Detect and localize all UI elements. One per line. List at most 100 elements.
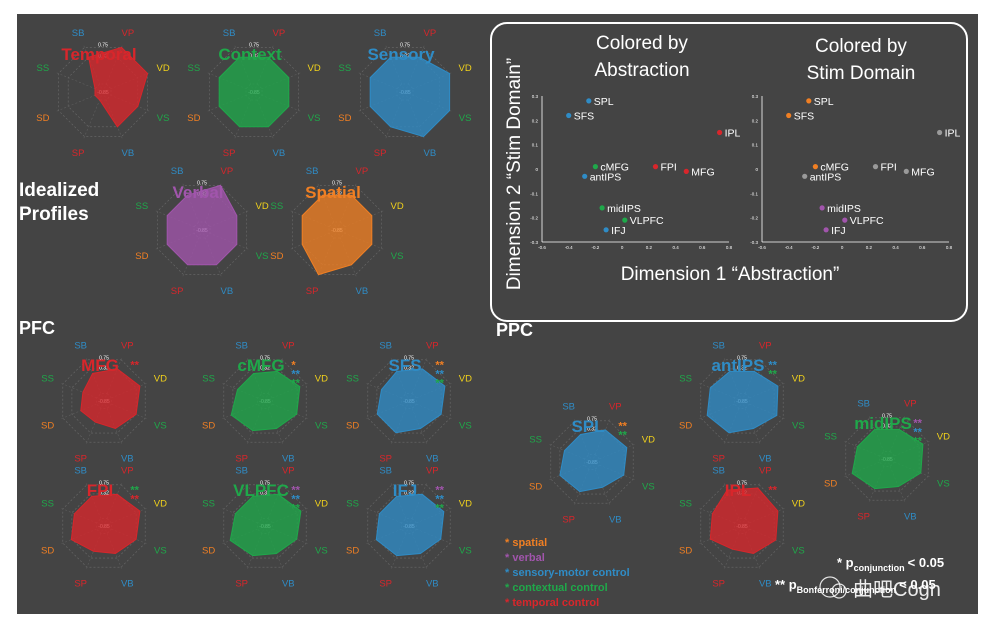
- radar-axis-label: SS: [136, 201, 149, 212]
- radar-axis-label: VD: [459, 374, 472, 385]
- radar-axis-label: SD: [529, 481, 542, 492]
- mds-y-tick: -0.3: [530, 240, 538, 245]
- radar-axis-label: VB: [426, 578, 439, 589]
- mds-scatter-1: Colored by Abstraction -0.6 -0.4 -0.2 0 0.2 0.4…: [504, 33, 839, 290]
- mds-point-label: IFJ: [611, 225, 626, 237]
- radar-tick-label: 0.32: [587, 426, 597, 432]
- mds-x-tick: -0.2: [592, 245, 600, 250]
- mds-title: Colored by: [596, 33, 688, 54]
- mds-x-tick: 0.2: [646, 245, 653, 250]
- radar-axis-label: VS: [459, 545, 472, 556]
- radar-axis-label: SP: [712, 578, 725, 589]
- significance-stars: **: [768, 368, 777, 380]
- radar-axis-label: SS: [346, 499, 359, 510]
- radar-axis-label: VS: [315, 420, 328, 431]
- radar-tick-label: 0.75: [260, 355, 270, 361]
- figure-canvas: Idealized Profiles PFC PPC Colored by Abs…: [19, 22, 968, 609]
- mds-point-label: IPL: [945, 128, 961, 140]
- radar-tick-label: 0.32: [249, 53, 259, 59]
- mds-point-label: midIPS: [827, 203, 861, 215]
- significance-stars: **: [291, 377, 300, 389]
- radar-axis-label: VS: [154, 545, 167, 556]
- mds-point-antips: [802, 173, 808, 179]
- radar-region-name: VLPFC: [233, 481, 289, 500]
- significance-stars: **: [130, 484, 139, 496]
- radar-grid-ring: [71, 368, 137, 434]
- mds-y-tick: 0.2: [752, 118, 759, 123]
- radar-tick-label: 0.32: [332, 191, 342, 197]
- radar-region-name: midIPS: [854, 414, 912, 433]
- radar-axis-label: SS: [346, 374, 359, 385]
- radar-pfc-fpi: 0.750.32-0.85VPVDVSVBSPSDSSSBFPI****: [41, 466, 167, 590]
- radar-tick-label: 0.32: [404, 490, 414, 496]
- radar-region-name: IFJ: [393, 481, 418, 500]
- radar-axis-label: VD: [459, 499, 472, 510]
- radar-tick-label: 0.75: [737, 480, 747, 486]
- radar-axis-label: VP: [759, 341, 772, 352]
- mds-point-spl: [806, 98, 812, 104]
- radar-tick-label: 0.75: [197, 181, 207, 187]
- mds-x-tick: 0.8: [946, 245, 953, 250]
- radar-tick-label: 0.32: [99, 490, 109, 496]
- watermark-text: 曲吧Cogn: [853, 578, 941, 601]
- radar-axis-label: SD: [346, 420, 359, 431]
- radar-axis-label: SD: [202, 545, 215, 556]
- radar-axis-label: SB: [712, 341, 725, 352]
- mds-y-tick: 0.3: [532, 94, 539, 99]
- radar-ppc-spl: 0.750.32-0.85VPVDVSVBSPSDSSSBSPL****: [529, 402, 655, 526]
- radar-axis-label: SP: [235, 578, 248, 589]
- radar-grid-ring: [376, 493, 442, 559]
- radar-axis-label: VD: [156, 63, 169, 74]
- radar-tick-label: 0.32: [404, 365, 414, 371]
- mds-point-label: antIPS: [590, 171, 622, 183]
- radar-grid-ring: [157, 185, 247, 275]
- mds-title: Colored by: [815, 36, 907, 57]
- mds-point-label: midIPS: [607, 203, 641, 215]
- mds-scatter-2: Colored by Stim Domain -0.6 -0.4 -0.2 0 0.2 0.4…: [750, 36, 960, 250]
- radar-axis-label: SB: [74, 341, 87, 352]
- radar-axis-label: VB: [356, 286, 369, 297]
- mds-x-tick: -0.4: [565, 245, 573, 250]
- mds-point-label: SPL: [594, 96, 614, 108]
- radar-profile-shape: [559, 429, 628, 493]
- radar-axis-label: SD: [41, 420, 54, 431]
- radar-grid-ring: [709, 368, 775, 434]
- figure-panel: Idealized Profiles PFC PPC Colored by Abs…: [17, 14, 978, 614]
- radar-axis-label: SD: [41, 545, 54, 556]
- radar-grid-ring: [58, 47, 148, 137]
- mds-x-tick: 0.2: [866, 245, 873, 250]
- mds-point-label: IFJ: [831, 225, 846, 237]
- radar-axis-label: VS: [315, 545, 328, 556]
- radar-axis-label: VP: [759, 466, 772, 477]
- radar-profile-shape: [369, 56, 451, 138]
- radar-axis-label: SS: [188, 63, 201, 74]
- mds-x-tick: 0: [841, 245, 844, 250]
- radar-axis-label: VS: [157, 113, 170, 124]
- radar-pfc-ifj: 0.750.32-0.85VPVDVSVBSPSDSSSBIFJ******: [346, 466, 472, 590]
- mds-point-sfs: [786, 112, 792, 119]
- radar-axis-label: SB: [74, 466, 87, 477]
- radar-region-name: Spatial: [305, 183, 361, 202]
- mds-x-tick: -0.4: [785, 245, 793, 250]
- radar-idealized-context: 0.750.32-0.85VPVDVSVBSPSDSSSBContext: [187, 28, 321, 159]
- radar-axis-label: SB: [857, 399, 870, 410]
- radar-axis-label: SB: [379, 466, 392, 477]
- radar-grid-ring: [292, 185, 382, 275]
- radar-axis-label: SB: [712, 466, 725, 477]
- mds-point-antips: [582, 173, 588, 179]
- mds-point-cmfg: [592, 164, 599, 170]
- mds-y-tick: -0.2: [530, 216, 538, 221]
- radar-profile-shape: [706, 370, 779, 434]
- mds-x-tick: 0.4: [672, 245, 679, 250]
- radar-tick-label: 0.75: [99, 355, 109, 361]
- radar-axis-label: SP: [171, 286, 184, 297]
- mds-point-vlpfc: [622, 217, 628, 223]
- radar-axis-label: SB: [306, 166, 319, 177]
- radar-grid-ring: [67, 56, 139, 128]
- radar-axis-label: SB: [223, 28, 236, 39]
- radar-axis-label: VD: [390, 201, 403, 212]
- radar-axis-label: VP: [273, 28, 286, 39]
- radar-axis-label: VP: [282, 341, 295, 352]
- idealized-title-line1: Idealized: [19, 180, 99, 201]
- idealized-title-line2: Profiles: [19, 204, 89, 225]
